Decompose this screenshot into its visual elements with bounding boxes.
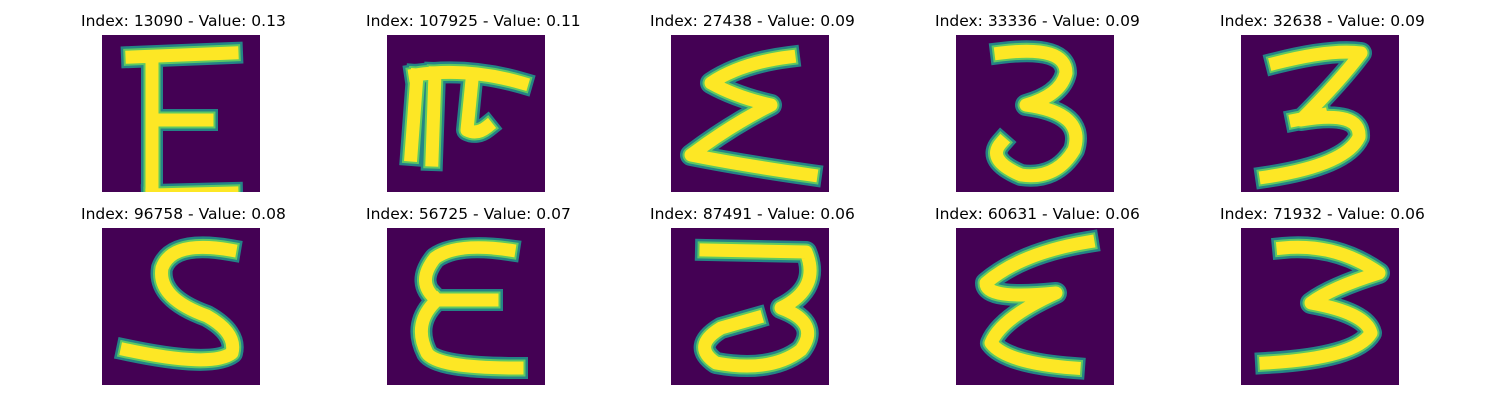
digit-image [387,228,545,385]
image-cell-1: Index: 13090 - Value: 0.13 [81,0,286,192]
digit-image-canvas [671,35,829,192]
image-title: Index: 33336 - Value: 0.09 [935,12,1140,30]
image-cell-7: Index: 56725 - Value: 0.07 [366,193,571,385]
digit-image [671,228,829,385]
digit-image [671,35,829,192]
image-cell-6: Index: 96758 - Value: 0.08 [81,193,286,385]
image-title: Index: 27438 - Value: 0.09 [650,12,855,30]
digit-image [956,35,1114,192]
image-cell-5: Index: 32638 - Value: 0.09 [1220,0,1425,192]
digit-image-canvas [102,228,260,385]
digit-image [102,35,260,192]
digit-image [1241,228,1399,385]
digit-image-canvas [956,35,1114,192]
digit-image [102,228,260,385]
digit-image-canvas [387,35,545,192]
image-title: Index: 87491 - Value: 0.06 [650,205,855,223]
image-title: Index: 107925 - Value: 0.11 [366,12,581,30]
image-cell-10: Index: 71932 - Value: 0.06 [1220,193,1425,385]
image-cell-4: Index: 33336 - Value: 0.09 [935,0,1140,192]
image-cell-9: Index: 60631 - Value: 0.06 [935,193,1140,385]
image-title: Index: 13090 - Value: 0.13 [81,12,286,30]
digit-image [1241,35,1399,192]
image-cell-8: Index: 87491 - Value: 0.06 [650,193,855,385]
image-cell-3: Index: 27438 - Value: 0.09 [650,0,855,192]
digit-image-canvas [956,228,1114,385]
digit-image [956,228,1114,385]
image-title: Index: 32638 - Value: 0.09 [1220,12,1425,30]
digit-image-canvas [671,228,829,385]
image-title: Index: 71932 - Value: 0.06 [1220,205,1425,223]
digit-image-canvas [387,228,545,385]
digit-image-canvas [1241,35,1399,192]
image-title: Index: 56725 - Value: 0.07 [366,205,571,223]
image-cell-2: Index: 107925 - Value: 0.11 [366,0,581,192]
image-title: Index: 60631 - Value: 0.06 [935,205,1140,223]
digit-image [387,35,545,192]
image-title: Index: 96758 - Value: 0.08 [81,205,286,223]
digit-image-canvas [1241,228,1399,385]
digit-image-canvas [102,35,260,192]
